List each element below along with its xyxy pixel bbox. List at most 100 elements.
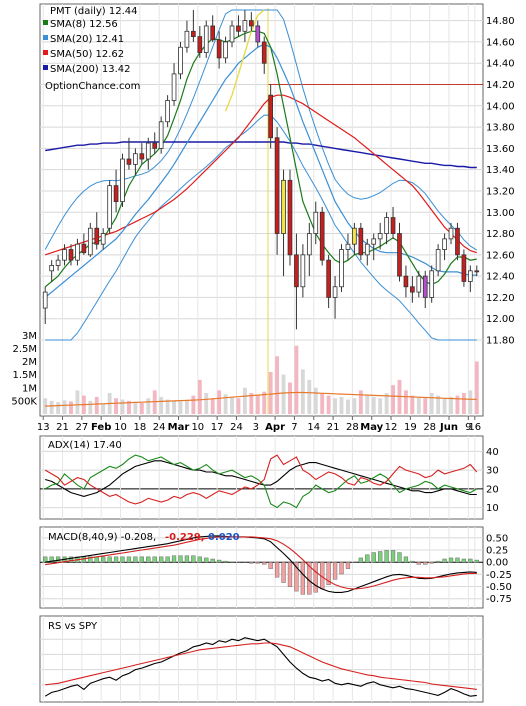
x-tick-label: 28: [423, 422, 436, 433]
price-tick-label: 13.00: [486, 208, 515, 219]
macd-tick-label: -0.50: [486, 582, 512, 593]
volume-bar: [94, 396, 99, 414]
price-y-ticks: 14.80 14.60 14.40 14.20 14.00 13.80 13.60 13.40…: [486, 16, 515, 346]
candle-body: [339, 249, 344, 288]
macd-histogram-bar: [43, 556, 48, 563]
volume-bar: [184, 400, 189, 414]
macd-histogram-bar: [68, 556, 74, 563]
volume-bar: [449, 396, 453, 414]
price-tick-label: 12.00: [486, 314, 515, 325]
volume-bar: [320, 393, 325, 414]
sma20-line: [44, 43, 477, 298]
volume-bar: [165, 399, 170, 414]
candle-body: [319, 211, 325, 261]
volume-bar: [371, 396, 376, 414]
candle-body: [268, 94, 273, 139]
price-tick-label: 11.80: [486, 336, 515, 347]
macd-panel: 0.50 0.250.00-0.25-0.50-0.75 MACD(8,40,9)…: [39, 526, 512, 609]
candle-body: [261, 41, 267, 64]
candle-body: [352, 227, 357, 245]
volume-bar: [455, 395, 460, 414]
legend-sma8-swatch: [43, 20, 48, 25]
adx-tick-label: 20: [486, 484, 499, 495]
candle-body: [461, 254, 467, 282]
price-tick-label: 14.80: [486, 16, 515, 27]
volume-bar: [416, 396, 421, 414]
legend-sma20-label: SMA(20) 12.41: [50, 34, 124, 45]
volume-bar: [474, 361, 479, 414]
macd-histogram-bar: [403, 556, 409, 563]
candle-body: [416, 275, 422, 293]
candle-body: [455, 227, 460, 256]
macd-histogram-bar: [191, 555, 196, 563]
rs-average-line: [45, 642, 477, 690]
macd-histogram-bar: [255, 562, 260, 564]
x-tick-label: 19: [404, 422, 417, 433]
volume-bar: [313, 387, 318, 414]
volume-bar: [326, 395, 331, 414]
volume-tick-label: 500K: [11, 396, 37, 407]
adx-panel: 40 30 20 10 ADX(14) 17.40: [39, 435, 499, 520]
macd-histogram-bar: [113, 556, 119, 563]
candle-body: [197, 36, 203, 53]
volume-bar: [365, 395, 370, 414]
adx-series-adx: [45, 460, 477, 497]
bollinger-lower: [45, 114, 477, 341]
adx-tick-label: 10: [486, 503, 499, 514]
x-tick-label: May: [360, 422, 383, 433]
candle-body: [448, 227, 454, 240]
candle-body: [120, 158, 125, 203]
volume-bar: [223, 394, 228, 414]
candle-body: [397, 233, 402, 277]
price-tick-label: 14.60: [486, 37, 515, 48]
volume-bar: [49, 400, 54, 414]
volume-bar: [275, 356, 280, 414]
macd-histogram-bar: [101, 556, 106, 563]
macd-histogram-bar: [332, 562, 338, 580]
macd-histogram-bar: [107, 556, 112, 563]
candlesticks: [42, 10, 480, 330]
x-tick-label: 21: [327, 422, 340, 433]
macd-histogram-bar: [274, 562, 280, 578]
x-tick-label: 3: [253, 422, 259, 433]
volume-bar: [461, 393, 466, 414]
volume-bar: [210, 398, 215, 414]
macd-histogram-bar: [326, 562, 331, 585]
macd-histogram-bar: [390, 550, 396, 563]
x-tick-label: 14: [307, 422, 320, 433]
volume-bar: [217, 390, 222, 414]
volume-bar: [352, 398, 357, 414]
macd-line: [45, 535, 477, 593]
macd-histogram-bar: [146, 556, 151, 563]
volume-average-line: [45, 391, 477, 407]
volume-bar: [230, 396, 234, 414]
volume-tick-label: 3M: [22, 331, 37, 342]
macd-histogram-bar: [371, 552, 376, 563]
candle-body: [191, 30, 196, 38]
adx-tick-label: 40: [486, 447, 499, 458]
x-tick-label: 9: [465, 422, 471, 433]
x-tick-label: 24: [230, 422, 243, 433]
volume-tick-label: 2M: [22, 357, 37, 368]
macd-histogram-bar: [429, 562, 434, 564]
volume-bar: [127, 400, 131, 414]
candle-body: [345, 243, 351, 250]
price-tick-label: 14.40: [486, 59, 515, 70]
volume-bar: [62, 400, 67, 414]
x-tick-label: Apr: [265, 422, 285, 433]
macd-histogram-bar: [49, 556, 54, 563]
candle-body: [145, 142, 151, 160]
volume-tick-label: 2.5M: [12, 344, 37, 355]
macd-tick-label: 0.50: [486, 533, 508, 544]
price-tick-label: 13.20: [486, 186, 515, 197]
volume-bar: [358, 390, 363, 414]
adx-title: ADX(14) 17.40: [48, 440, 122, 451]
candle-body: [68, 249, 74, 261]
volume-bars: [43, 345, 479, 414]
macd-histogram-bar: [384, 550, 389, 563]
candle-body: [184, 30, 190, 48]
candle-body: [113, 185, 119, 203]
candle-body: [410, 286, 415, 293]
candle-body: [223, 41, 228, 59]
volume-bar: [159, 396, 164, 414]
